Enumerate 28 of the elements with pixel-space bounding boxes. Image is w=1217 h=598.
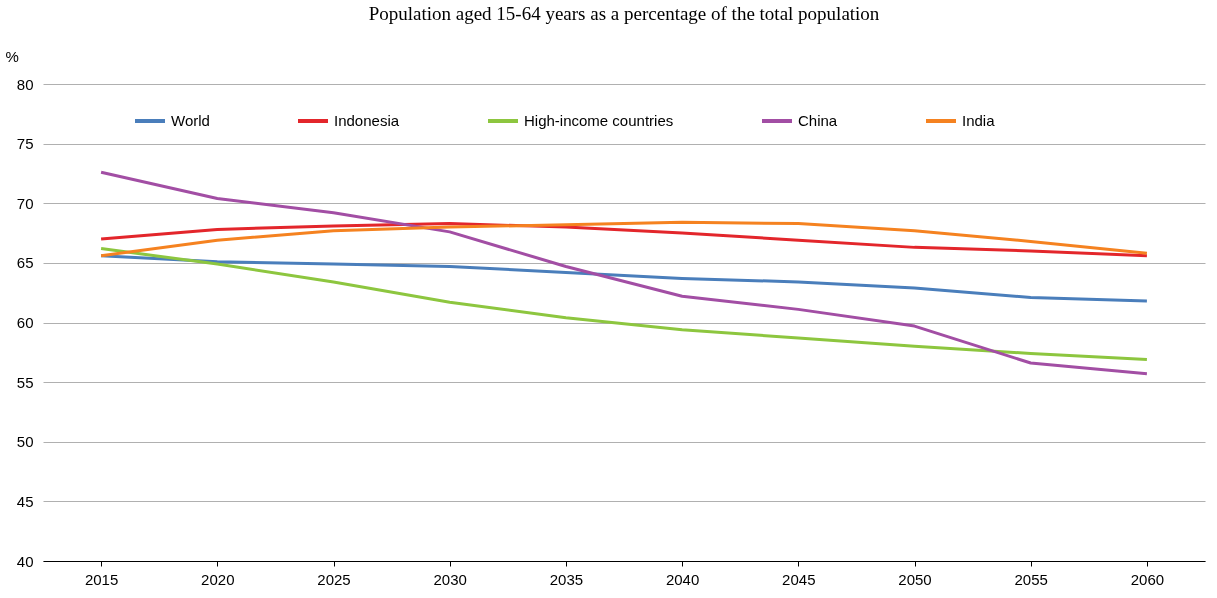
x-tick-label: 2055 — [1014, 570, 1048, 588]
x-tick-label: 2040 — [665, 570, 700, 588]
legend-label: Indonesia — [334, 112, 400, 129]
x-tick-label: 2025 — [317, 570, 351, 588]
y-tick-label: 65 — [16, 254, 34, 272]
legend-label: India — [962, 112, 996, 129]
x-tick-label: 2020 — [201, 570, 235, 588]
x-tick-label: 2035 — [549, 570, 584, 588]
y-tick-label: 70 — [16, 194, 34, 212]
line-series — [99, 170, 1149, 376]
line-series — [99, 247, 1149, 361]
y-tick-label: 55 — [16, 373, 34, 391]
y-tick-label: 50 — [16, 433, 34, 451]
y-tick-label: 75 — [16, 135, 34, 153]
y-tick-label: 60 — [16, 314, 34, 331]
x-tick-label: 2045 — [782, 570, 816, 588]
legend-label: World — [171, 112, 210, 129]
y-tick-label: 45 — [16, 492, 34, 510]
y-axis-title: % — [5, 47, 19, 65]
y-tick-label: 40 — [16, 552, 34, 570]
x-tick-label: 2060 — [1130, 570, 1165, 588]
y-tick-label: 80 — [16, 75, 34, 93]
x-tick-label: 2030 — [433, 570, 467, 588]
x-tick-label: 2050 — [898, 570, 932, 588]
legend-label: China — [798, 112, 838, 129]
legend-label: High-income countries — [524, 112, 674, 129]
chart-title: Population aged 15-64 years as a percentage of the total population — [368, 3, 880, 24]
x-tick-label: 2015 — [84, 570, 119, 588]
